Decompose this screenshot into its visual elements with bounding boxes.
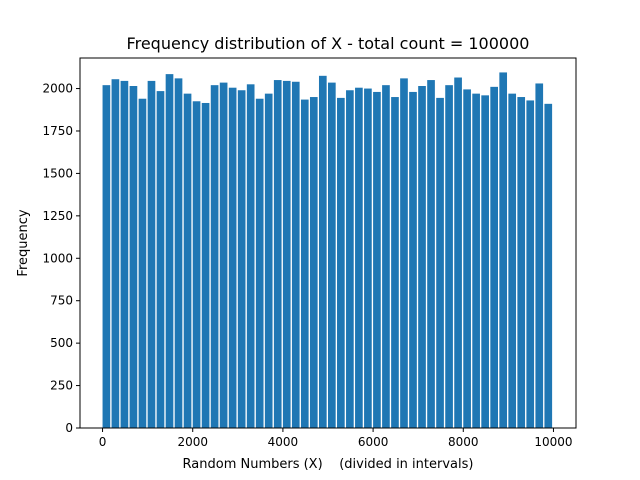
histogram-bar — [102, 85, 111, 428]
histogram-bar — [282, 80, 291, 428]
histogram-bar — [346, 90, 354, 428]
y-tick-label: 2000 — [42, 82, 73, 96]
x-axis-label: Random Numbers (X) (divided in intervals… — [183, 457, 474, 472]
x-tick-label: 2000 — [177, 435, 208, 449]
histogram-bar — [499, 72, 508, 429]
x-tick-label: 6000 — [358, 435, 389, 449]
y-tick-label: 0 — [65, 421, 73, 435]
y-tick-label: 500 — [50, 336, 73, 350]
histogram-bar — [472, 93, 480, 428]
chart-title: Frequency distribution of X - total coun… — [127, 34, 530, 53]
histogram-bar — [337, 97, 345, 428]
histogram-bar — [526, 100, 535, 429]
histogram-bar — [364, 88, 372, 429]
histogram-bar — [111, 79, 120, 428]
histogram-bar — [409, 91, 417, 428]
histogram-bar — [481, 95, 489, 428]
histogram-bar — [147, 80, 156, 428]
histogram-bar — [237, 90, 246, 428]
histogram-bar — [192, 101, 201, 428]
histogram-bar — [445, 85, 453, 428]
histogram-bar — [490, 86, 498, 428]
y-tick-label: 250 — [50, 379, 73, 393]
histogram-bar — [273, 80, 282, 428]
histogram-bar — [427, 80, 435, 428]
y-axis-ticks: 0 250 500 750 1000 1250 1500 1750 2000 — [42, 82, 80, 435]
y-tick-label: 1000 — [42, 251, 73, 265]
histogram-bar — [228, 87, 237, 428]
histogram-bar — [120, 80, 129, 428]
x-tick-label: 8000 — [448, 435, 479, 449]
histogram-bar — [246, 84, 255, 428]
x-tick-label: 0 — [99, 435, 107, 449]
bar-series — [102, 72, 553, 429]
histogram-bar — [309, 97, 318, 428]
histogram-bar — [255, 98, 264, 428]
y-tick-label: 750 — [50, 294, 73, 308]
histogram-bar — [463, 89, 471, 429]
histogram-bar — [391, 97, 399, 428]
x-tick-label: 10000 — [534, 435, 572, 449]
histogram-bar — [436, 97, 444, 428]
histogram-bar — [129, 86, 138, 428]
histogram-bar — [508, 93, 517, 428]
histogram-bar — [138, 98, 147, 428]
histogram-bar — [318, 75, 327, 428]
histogram-bar — [328, 82, 336, 429]
histogram-bar — [210, 85, 219, 428]
histogram-bar — [535, 83, 544, 429]
histogram-bar — [201, 102, 210, 428]
histogram-bar — [264, 93, 273, 428]
histogram-bar — [517, 97, 526, 428]
x-axis-ticks: 0 2000 4000 6000 8000 10000 — [99, 428, 573, 449]
plot-frame — [79, 57, 577, 429]
histogram-bar — [454, 77, 462, 429]
y-tick-label: 1250 — [42, 209, 73, 223]
histogram-bar — [300, 99, 309, 428]
histogram-bar — [373, 91, 381, 428]
y-tick-label: 1750 — [42, 124, 73, 138]
y-axis-label: Frequency — [16, 209, 31, 276]
axes — [79, 57, 577, 429]
histogram-bar — [291, 81, 300, 428]
histogram-bar — [219, 82, 228, 429]
y-tick-label: 1500 — [42, 166, 73, 180]
histogram-bar — [382, 85, 390, 428]
histogram-bar — [165, 74, 174, 429]
x-tick-label: 4000 — [268, 435, 299, 449]
histogram-bar — [355, 87, 363, 428]
histogram-bar — [400, 78, 408, 429]
histogram-bar — [544, 103, 553, 428]
histogram-bar — [418, 86, 426, 428]
histogram-bar — [183, 93, 192, 428]
histogram-bar — [156, 91, 165, 428]
histogram-bar — [174, 78, 183, 429]
